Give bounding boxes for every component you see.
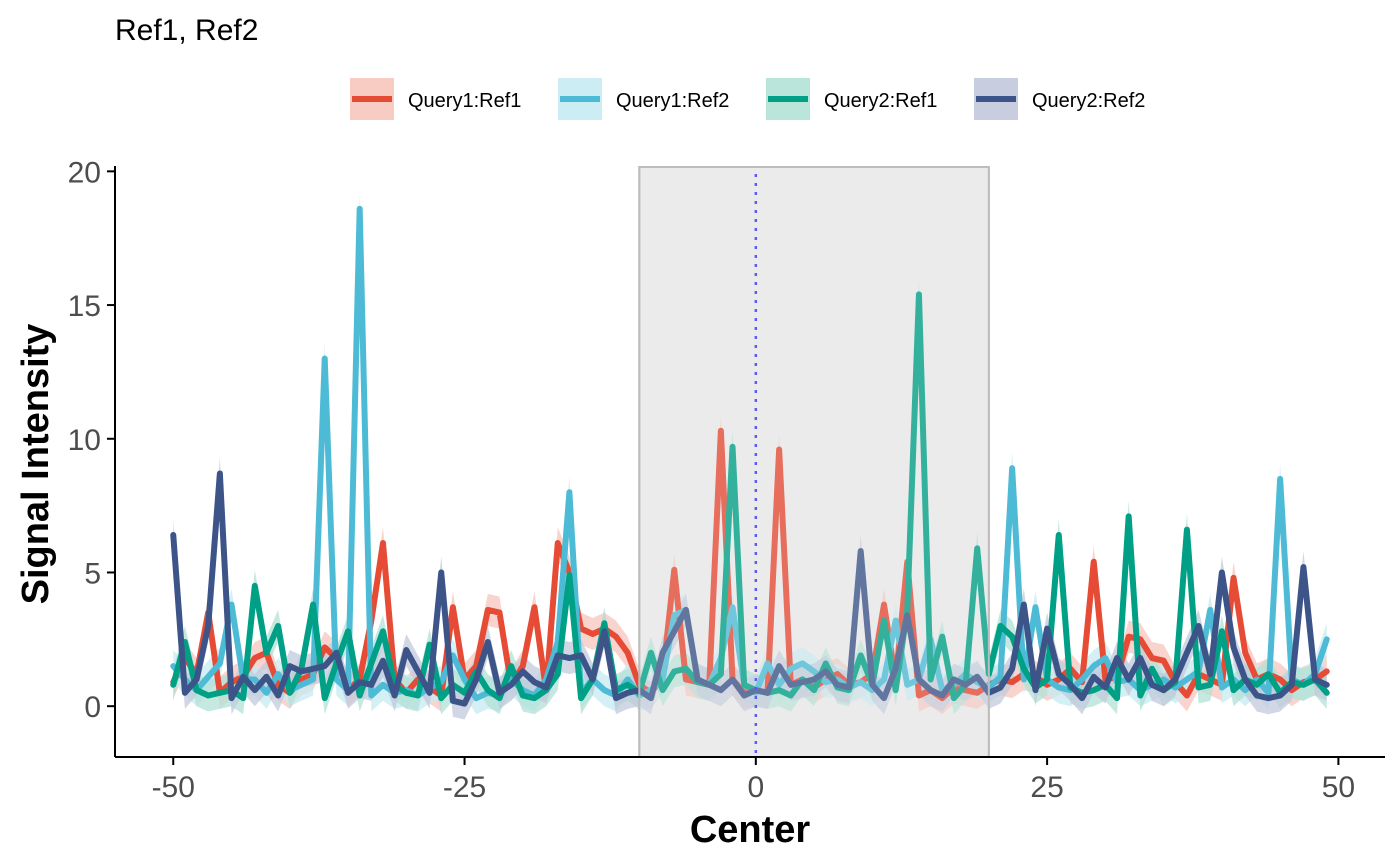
y-axis-ticks: 0 5 10 15 20 (68, 156, 115, 724)
y-tick-label: 0 (84, 691, 101, 724)
legend: Query1:Ref1 Query1:Ref2 Query2:Ref1 Query2:… (350, 78, 1145, 120)
series-line-query2-ref2 (170, 470, 1330, 707)
y-tick-label: 5 (84, 557, 101, 590)
x-axis-title: Center (690, 809, 811, 851)
x-tick-label: 25 (1030, 771, 1063, 804)
y-tick-label: 15 (68, 290, 101, 323)
axes: 0 5 10 15 20 -50 -25 0 25 50 (68, 156, 1385, 804)
highlight-overlay (638, 166, 990, 758)
legend-label: Query1:Ref2 (616, 90, 729, 112)
y-tick-label: 10 (68, 424, 101, 457)
plot-area (170, 166, 1330, 758)
x-tick-label: 50 (1322, 771, 1355, 804)
x-tick-label: -50 (152, 771, 195, 804)
legend-label: Query2:Ref2 (1032, 90, 1145, 112)
chart-title: Ref1, Ref2 (115, 14, 258, 47)
x-tick-label: 0 (747, 771, 764, 804)
legend-label: Query1:Ref1 (408, 90, 521, 112)
x-tick-label: -25 (443, 771, 486, 804)
y-axis-title: Signal Intensity (15, 324, 57, 605)
y-tick-label: 20 (68, 156, 101, 189)
series-lines (170, 205, 1330, 707)
legend-label: Query2:Ref1 (824, 90, 937, 112)
x-axis-ticks: -50 -25 0 25 50 (152, 757, 1355, 804)
series-line-query2-ref1 (170, 291, 1330, 702)
highlight-overlay-rect (638, 166, 990, 758)
